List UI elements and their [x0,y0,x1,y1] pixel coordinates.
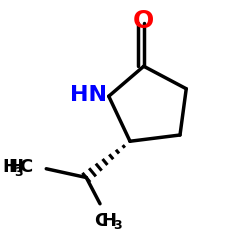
Text: 3: 3 [14,166,22,178]
Text: H: H [9,158,24,176]
Text: H: H [2,158,18,176]
Text: O: O [133,9,154,33]
Text: HN: HN [70,85,107,105]
Text: H: H [102,212,117,230]
Text: C: C [20,158,33,176]
Text: 3: 3 [113,219,122,232]
Text: C: C [94,212,108,230]
